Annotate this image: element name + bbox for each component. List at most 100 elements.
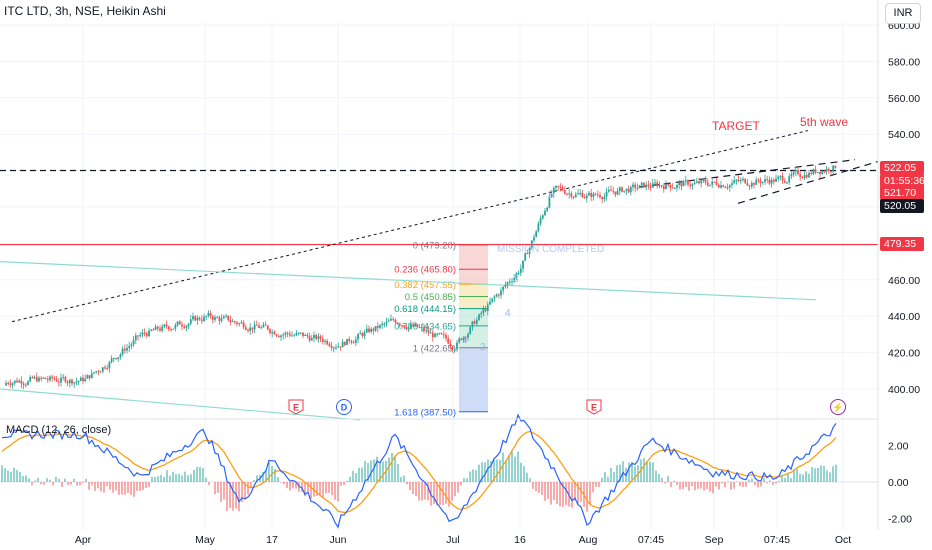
- candle-body: [717, 184, 720, 188]
- candle-body: [682, 181, 685, 187]
- event-marker-split[interactable]: ⚡: [830, 399, 846, 415]
- candle-body: [18, 380, 21, 383]
- event-marker-earnings[interactable]: E: [586, 399, 602, 415]
- candle-body: [187, 323, 190, 327]
- candle-body: [687, 180, 689, 185]
- candle-body: [480, 313, 483, 315]
- candle-body: [324, 340, 326, 342]
- candle-body: [790, 174, 793, 177]
- candle-body: [662, 186, 665, 190]
- candle-body: [550, 193, 553, 197]
- candle-body: [728, 185, 731, 188]
- last-price-tag: 522.05: [880, 161, 924, 175]
- candle-body: [304, 334, 307, 336]
- candle-body: [260, 327, 263, 329]
- price-tick-label: 440.00: [888, 311, 920, 323]
- candle-body: [412, 324, 414, 327]
- fib-level-label: 0.236 (465.80): [394, 265, 456, 276]
- trendlines[interactable]: [0, 130, 879, 421]
- candle-body: [680, 182, 683, 187]
- time-tick-label: Jun: [330, 534, 347, 546]
- candle-body: [599, 195, 601, 198]
- resistance-tag: 479.35: [880, 237, 924, 251]
- event-markers[interactable]: E D E ⚡: [288, 399, 846, 415]
- candle-body: [227, 315, 230, 321]
- candle-body: [607, 189, 610, 192]
- candle-body: [750, 182, 753, 187]
- candle-body: [735, 179, 738, 181]
- candle-body: [739, 179, 742, 182]
- candle-body: [561, 187, 564, 191]
- candle-body: [557, 185, 560, 187]
- teal-upper-line: [0, 261, 817, 301]
- candle-body: [601, 197, 604, 200]
- candle-body: [425, 330, 428, 332]
- candle-body: [57, 381, 60, 383]
- candle-body: [216, 317, 219, 319]
- candle-body: [471, 321, 474, 328]
- candle-body: [792, 171, 795, 175]
- candle-body: [645, 184, 648, 188]
- candle-body: [407, 327, 410, 330]
- candle-body: [715, 181, 718, 185]
- wedge-lower-line: [737, 160, 879, 204]
- candle-body: [365, 328, 368, 333]
- candle-body: [71, 379, 73, 384]
- candle-body: [172, 328, 175, 330]
- event-marker-earnings[interactable]: E: [288, 399, 304, 415]
- candle-body: [231, 321, 234, 323]
- candle-body: [572, 196, 575, 198]
- candle-body: [447, 338, 450, 344]
- candle-body: [429, 332, 432, 334]
- wave-label-3: 3: [513, 274, 519, 285]
- countdown-tag: 01:55:36: [880, 174, 925, 188]
- candle-body: [13, 380, 16, 384]
- macd-pane: [0, 413, 878, 529]
- candle-body: [297, 332, 300, 334]
- candle-body: [286, 332, 289, 334]
- candle-body: [458, 338, 461, 343]
- candle-body: [372, 328, 375, 331]
- candle-body: [211, 316, 214, 320]
- candle-body: [75, 381, 78, 383]
- candle-body: [247, 329, 249, 331]
- event-marker-dividend[interactable]: D: [336, 399, 352, 415]
- fib-level-label: 0.382 (457.55): [394, 280, 456, 291]
- candle-body: [414, 324, 417, 327]
- candle-body: [726, 187, 729, 189]
- candle-body: [277, 335, 280, 338]
- currency-button[interactable]: INR: [885, 3, 921, 24]
- candle-body: [821, 171, 824, 175]
- candle-body: [79, 377, 82, 382]
- candle-body: [152, 329, 155, 331]
- candle-body: [533, 237, 535, 241]
- candle-body: [768, 179, 771, 184]
- candle-body: [456, 342, 458, 350]
- wave-label-1: 1: [462, 335, 468, 346]
- candle-body: [638, 185, 641, 189]
- candle-body: [55, 379, 58, 382]
- candle-body: [744, 178, 747, 184]
- candle-body: [495, 294, 498, 297]
- candle-body: [101, 367, 104, 372]
- candle-body: [207, 313, 210, 317]
- candle-body: [370, 328, 373, 332]
- candle-body: [64, 376, 67, 382]
- candle-body: [654, 182, 656, 184]
- level-520-tag: 520.05: [880, 199, 924, 213]
- candle-body: [478, 314, 480, 321]
- candle-body: [783, 180, 786, 183]
- candle-body: [291, 335, 293, 337]
- candle-body: [350, 340, 353, 343]
- candle-body: [253, 324, 256, 330]
- candle-body: [616, 190, 619, 195]
- candle-body: [73, 382, 76, 384]
- candle-body: [772, 179, 775, 182]
- candle-body: [361, 333, 364, 336]
- candle-body: [295, 333, 298, 336]
- candle-body: [423, 327, 425, 331]
- candle-body: [189, 319, 192, 324]
- candle-body: [266, 325, 269, 330]
- event-label: ⚡: [832, 402, 843, 414]
